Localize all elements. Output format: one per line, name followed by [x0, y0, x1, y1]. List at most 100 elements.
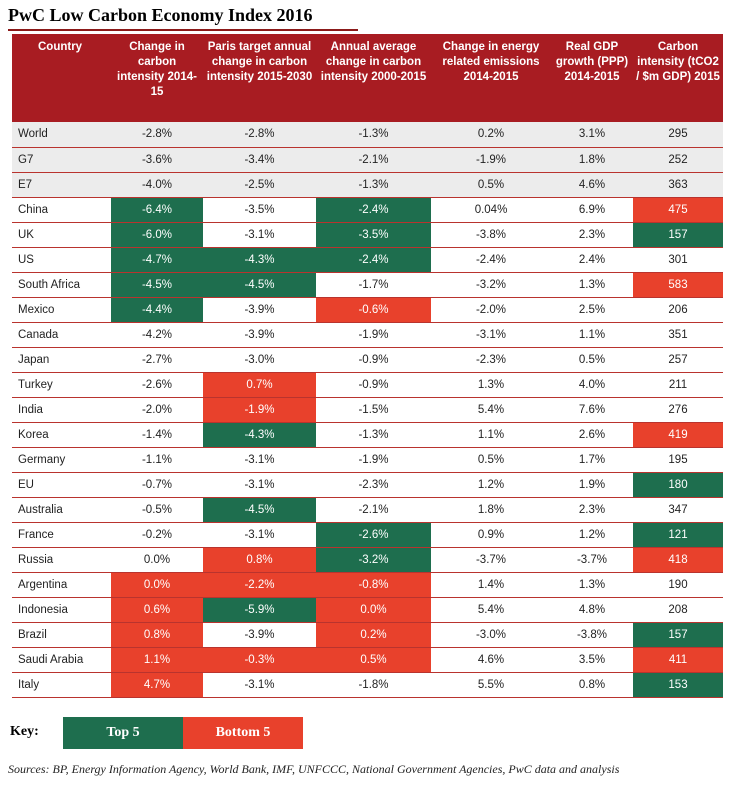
value-cell: 301	[633, 247, 723, 273]
value-cell: 351	[633, 322, 723, 348]
country-cell: Saudi Arabia	[12, 647, 111, 673]
value-cell: -2.3%	[316, 472, 431, 498]
country-cell: India	[12, 397, 111, 423]
value-cell: -3.0%	[431, 622, 551, 648]
country-cell: Brazil	[12, 622, 111, 648]
value-cell: -4.2%	[111, 322, 203, 348]
value-cell: 1.2%	[431, 472, 551, 498]
country-cell: World	[12, 122, 111, 148]
value-cell: -2.6%	[316, 522, 431, 548]
country-cell: Japan	[12, 347, 111, 373]
table-row: Japan -2.7% -3.0% -0.9% -2.3% 0.5% 257	[12, 347, 723, 373]
country-cell: UK	[12, 222, 111, 248]
value-cell: -4.5%	[203, 497, 316, 523]
value-cell: -4.5%	[111, 272, 203, 298]
value-cell: 5.4%	[431, 597, 551, 623]
value-cell: 0.8%	[203, 547, 316, 573]
value-cell: 276	[633, 397, 723, 423]
value-cell: 0.0%	[111, 547, 203, 573]
value-cell: 418	[633, 547, 723, 573]
value-cell: -3.1%	[203, 522, 316, 548]
value-cell: -2.4%	[431, 247, 551, 273]
value-cell: -3.9%	[203, 622, 316, 648]
table-row: Brazil 0.8% -3.9% 0.2% -3.0% -3.8% 157	[12, 622, 723, 648]
value-cell: 1.4%	[431, 572, 551, 598]
value-cell: 0.8%	[551, 672, 633, 698]
value-cell: -6.4%	[111, 197, 203, 223]
value-cell: -0.9%	[316, 372, 431, 398]
value-cell: -0.2%	[111, 522, 203, 548]
value-cell: 121	[633, 522, 723, 548]
value-cell: 153	[633, 672, 723, 698]
value-cell: -2.7%	[111, 347, 203, 373]
value-cell: -2.3%	[431, 347, 551, 373]
table-row: EU -0.7% -3.1% -2.3% 1.2% 1.9% 180	[12, 472, 723, 498]
value-cell: 5.4%	[431, 397, 551, 423]
value-cell: 1.7%	[551, 447, 633, 473]
column-header: Country	[12, 34, 111, 122]
table-row: Turkey -2.6% 0.7% -0.9% 1.3% 4.0% 211	[12, 372, 723, 398]
value-cell: 2.3%	[551, 497, 633, 523]
value-cell: -4.7%	[111, 247, 203, 273]
value-cell: -0.6%	[316, 297, 431, 323]
value-cell: -0.3%	[203, 647, 316, 673]
value-cell: -2.4%	[316, 197, 431, 223]
country-cell: Russia	[12, 547, 111, 573]
value-cell: -1.9%	[431, 147, 551, 173]
value-cell: 3.5%	[551, 647, 633, 673]
value-cell: 4.7%	[111, 672, 203, 698]
key-label: Key:	[10, 724, 39, 739]
value-cell: -3.2%	[431, 272, 551, 298]
value-cell: -2.6%	[111, 372, 203, 398]
value-cell: 157	[633, 222, 723, 248]
table-row: Canada -4.2% -3.9% -1.9% -3.1% 1.1% 351	[12, 322, 723, 348]
title-rule	[8, 29, 358, 31]
value-cell: 6.9%	[551, 197, 633, 223]
table-row: Saudi Arabia 1.1% -0.3% 0.5% 4.6% 3.5% 411	[12, 647, 723, 673]
value-cell: -3.1%	[203, 447, 316, 473]
value-cell: 7.6%	[551, 397, 633, 423]
value-cell: 363	[633, 172, 723, 198]
value-cell: -3.7%	[551, 547, 633, 573]
value-cell: 2.5%	[551, 297, 633, 323]
country-cell: EU	[12, 472, 111, 498]
value-cell: -2.8%	[111, 122, 203, 148]
country-cell: South Africa	[12, 272, 111, 298]
value-cell: 419	[633, 422, 723, 448]
value-cell: 0.0%	[316, 597, 431, 623]
table-row: South Africa -4.5% -4.5% -1.7% -3.2% 1.3% 583	[12, 272, 723, 298]
key-top-5: Top 5	[63, 717, 183, 749]
value-cell: 0.5%	[316, 647, 431, 673]
value-cell: 195	[633, 447, 723, 473]
value-cell: 347	[633, 497, 723, 523]
value-cell: 1.8%	[551, 147, 633, 173]
column-header: Change in energy related emissions 2014-…	[431, 34, 551, 122]
value-cell: -3.1%	[203, 472, 316, 498]
country-cell: Mexico	[12, 297, 111, 323]
value-cell: 411	[633, 647, 723, 673]
value-cell: 0.5%	[551, 347, 633, 373]
value-cell: -3.1%	[203, 672, 316, 698]
country-cell: Turkey	[12, 372, 111, 398]
value-cell: -2.2%	[203, 572, 316, 598]
value-cell: -1.1%	[111, 447, 203, 473]
value-cell: 475	[633, 197, 723, 223]
column-header: Paris target annual change in carbon int…	[203, 34, 316, 122]
value-cell: -3.2%	[316, 547, 431, 573]
value-cell: 2.3%	[551, 222, 633, 248]
value-cell: -6.0%	[111, 222, 203, 248]
table-row: China -6.4% -3.5% -2.4% 0.04% 6.9% 475	[12, 197, 723, 223]
value-cell: -2.5%	[203, 172, 316, 198]
table-row: Argentina 0.0% -2.2% -0.8% 1.4% 1.3% 190	[12, 572, 723, 598]
value-cell: -3.1%	[203, 222, 316, 248]
value-cell: 180	[633, 472, 723, 498]
value-cell: 157	[633, 622, 723, 648]
table-row: Germany -1.1% -3.1% -1.9% 0.5% 1.7% 195	[12, 447, 723, 473]
table-row: G7 -3.6% -3.4% -2.1% -1.9% 1.8% 252	[12, 147, 723, 173]
value-cell: 0.9%	[431, 522, 551, 548]
value-cell: -0.5%	[111, 497, 203, 523]
value-cell: -3.9%	[203, 322, 316, 348]
value-cell: 1.1%	[551, 322, 633, 348]
value-cell: 4.0%	[551, 372, 633, 398]
value-cell: -4.4%	[111, 297, 203, 323]
